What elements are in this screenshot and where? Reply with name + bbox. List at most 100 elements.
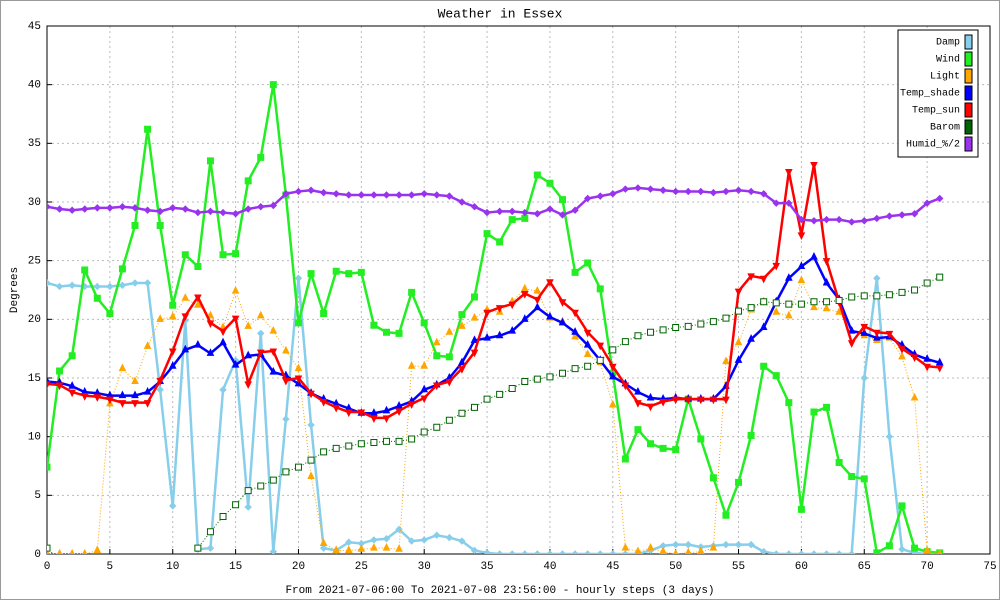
point bbox=[81, 205, 89, 213]
point bbox=[873, 292, 881, 300]
point bbox=[823, 403, 831, 411]
point bbox=[395, 437, 403, 445]
point bbox=[244, 177, 252, 185]
point bbox=[131, 221, 139, 229]
point bbox=[232, 250, 240, 258]
y-tick-label: 20 bbox=[28, 314, 41, 326]
point bbox=[269, 81, 277, 89]
point bbox=[332, 404, 340, 413]
point bbox=[80, 393, 89, 401]
point bbox=[445, 533, 454, 542]
point bbox=[659, 186, 667, 194]
point bbox=[269, 367, 278, 375]
point bbox=[646, 392, 655, 401]
point bbox=[797, 550, 806, 554]
point bbox=[646, 185, 655, 193]
point bbox=[671, 396, 680, 405]
point bbox=[69, 548, 75, 554]
point bbox=[546, 311, 554, 320]
point bbox=[734, 540, 743, 549]
point bbox=[508, 325, 517, 334]
point bbox=[684, 187, 692, 196]
point bbox=[194, 544, 202, 552]
x-tick-label: 70 bbox=[921, 561, 934, 573]
point bbox=[432, 382, 441, 391]
point bbox=[885, 291, 893, 299]
point bbox=[143, 341, 152, 349]
point bbox=[244, 321, 252, 329]
point bbox=[583, 550, 592, 554]
y-axis-label: Degrees bbox=[9, 267, 21, 313]
point bbox=[621, 550, 630, 554]
point bbox=[621, 543, 630, 551]
point bbox=[797, 275, 806, 284]
x-tick-label: 10 bbox=[166, 561, 179, 573]
point bbox=[647, 328, 655, 336]
point bbox=[407, 361, 416, 369]
point bbox=[785, 310, 793, 319]
point bbox=[47, 463, 51, 471]
point bbox=[697, 320, 705, 328]
point bbox=[785, 550, 793, 554]
point bbox=[583, 194, 592, 203]
point bbox=[56, 367, 64, 375]
point bbox=[860, 475, 868, 483]
point bbox=[458, 537, 466, 545]
point bbox=[583, 340, 592, 348]
point bbox=[785, 300, 793, 308]
point bbox=[68, 206, 76, 214]
point bbox=[370, 321, 378, 329]
point bbox=[847, 550, 856, 554]
point bbox=[671, 540, 680, 549]
point bbox=[282, 377, 290, 386]
point bbox=[420, 428, 428, 436]
point bbox=[559, 369, 567, 377]
point bbox=[734, 355, 743, 363]
point bbox=[923, 199, 931, 207]
point bbox=[168, 311, 177, 320]
point bbox=[483, 309, 491, 318]
point bbox=[735, 307, 743, 315]
point bbox=[231, 359, 240, 368]
chart-title: Weather in Essex bbox=[438, 6, 563, 21]
point bbox=[332, 444, 340, 452]
x-tick-label: 25 bbox=[355, 561, 368, 573]
point bbox=[269, 547, 278, 554]
point bbox=[206, 207, 215, 216]
point bbox=[747, 187, 755, 196]
point bbox=[634, 546, 642, 554]
point bbox=[470, 335, 479, 343]
x-tick-label: 60 bbox=[795, 561, 808, 573]
point bbox=[93, 394, 102, 402]
point bbox=[244, 205, 252, 213]
point bbox=[772, 372, 780, 380]
point bbox=[885, 212, 894, 220]
point bbox=[257, 202, 265, 211]
point bbox=[181, 293, 190, 301]
point bbox=[483, 332, 491, 341]
point bbox=[407, 191, 416, 199]
point bbox=[256, 310, 265, 319]
point bbox=[898, 545, 906, 554]
point bbox=[357, 409, 366, 418]
point bbox=[533, 171, 541, 179]
point bbox=[936, 273, 944, 281]
point bbox=[848, 473, 856, 481]
point bbox=[785, 168, 793, 177]
point bbox=[873, 549, 881, 554]
point bbox=[244, 487, 252, 495]
x-tick-label: 0 bbox=[44, 561, 51, 573]
point bbox=[93, 294, 101, 302]
point bbox=[659, 444, 667, 452]
point bbox=[709, 474, 717, 482]
series-line bbox=[47, 163, 940, 420]
point bbox=[169, 301, 177, 309]
point bbox=[835, 550, 843, 554]
point bbox=[206, 544, 215, 552]
point bbox=[722, 396, 730, 405]
point bbox=[445, 327, 454, 335]
point bbox=[533, 550, 542, 554]
point bbox=[571, 206, 579, 214]
point bbox=[294, 463, 302, 471]
